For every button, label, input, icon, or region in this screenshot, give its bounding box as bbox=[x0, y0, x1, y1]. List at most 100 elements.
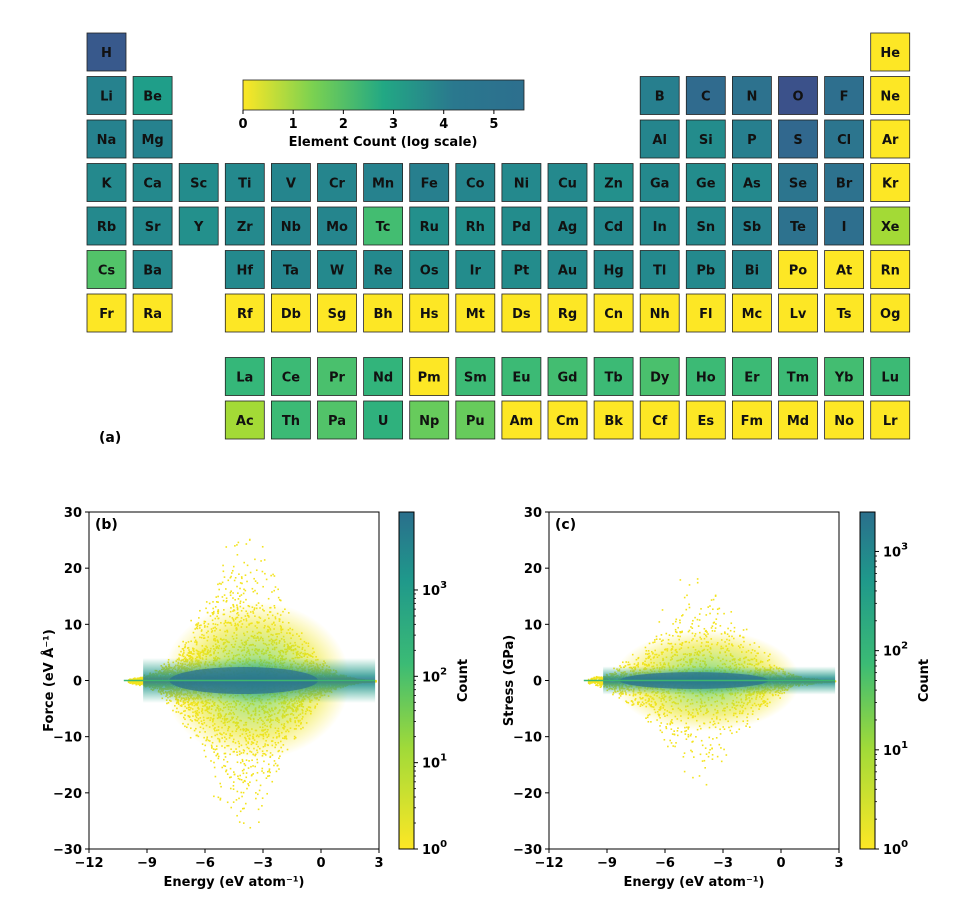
element-cell-I: I bbox=[824, 206, 864, 246]
element-tile bbox=[455, 206, 496, 246]
sparse-point bbox=[229, 767, 232, 770]
element-symbol: Pa bbox=[328, 414, 346, 429]
element-cell-Na: Na bbox=[86, 119, 127, 159]
element-symbol: Ca bbox=[143, 177, 161, 192]
element-symbol: K bbox=[101, 177, 112, 192]
element-cell-N: N bbox=[732, 76, 772, 115]
sparse-point bbox=[239, 582, 242, 584]
sparse-point bbox=[222, 599, 225, 602]
element-symbol: Tb bbox=[605, 371, 623, 386]
element-symbol: Cu bbox=[558, 177, 577, 192]
sparse-point bbox=[261, 805, 263, 807]
sparse-point bbox=[215, 601, 218, 603]
element-cell-Al: Al bbox=[639, 119, 680, 159]
sparse-point bbox=[217, 755, 220, 758]
sparse-point bbox=[225, 597, 228, 600]
element-tile bbox=[224, 206, 265, 246]
element-cell-Ga: Ga bbox=[639, 163, 680, 202]
element-symbol: Ts bbox=[837, 307, 852, 322]
element-symbol: Nh bbox=[650, 307, 670, 322]
element-symbol: Cs bbox=[98, 264, 116, 279]
element-cell-Te: Te bbox=[778, 206, 818, 246]
element-cell-Cd: Cd bbox=[593, 206, 634, 246]
element-tile bbox=[870, 119, 911, 159]
element-tile bbox=[224, 163, 265, 202]
element-tile bbox=[547, 293, 588, 333]
element-tile bbox=[409, 400, 450, 440]
element-tile bbox=[824, 400, 864, 440]
sparse-point bbox=[137, 683, 140, 686]
element-tile bbox=[455, 357, 496, 396]
element-tile bbox=[778, 293, 818, 333]
sparse-point bbox=[213, 795, 215, 798]
sparse-point bbox=[265, 578, 268, 581]
element-symbol: Y bbox=[193, 220, 204, 235]
sparse-point bbox=[266, 792, 268, 795]
element-symbol: He bbox=[880, 46, 900, 61]
sparse-point bbox=[205, 601, 208, 603]
sparse-point bbox=[225, 770, 227, 773]
element-symbol: Ho bbox=[696, 371, 716, 386]
element-tile bbox=[593, 400, 634, 440]
sparse-point bbox=[242, 772, 245, 775]
sparse-point bbox=[229, 576, 232, 579]
sparse-point bbox=[217, 595, 219, 598]
element-cell-O: O bbox=[778, 76, 818, 115]
element-symbol: H bbox=[101, 46, 112, 61]
element-symbol: Sn bbox=[696, 220, 715, 235]
element-cell-At: At bbox=[824, 250, 864, 289]
element-symbol: Am bbox=[510, 414, 534, 429]
sparse-point bbox=[198, 617, 200, 619]
sparse-point bbox=[232, 592, 234, 594]
element-cell-Ni: Ni bbox=[501, 163, 542, 202]
element-tile bbox=[639, 206, 680, 246]
element-tile bbox=[685, 357, 726, 396]
element-tile bbox=[224, 293, 265, 333]
element-symbol: Rn bbox=[881, 264, 900, 279]
element-symbol: Al bbox=[652, 133, 667, 148]
colorbar-tick-label: 4 bbox=[439, 117, 448, 132]
element-tile bbox=[778, 76, 818, 115]
sparse-point bbox=[225, 588, 227, 590]
sparse-point bbox=[261, 770, 263, 772]
element-cell-S: S bbox=[778, 119, 818, 159]
element-tile bbox=[639, 400, 680, 440]
element-symbol: Ni bbox=[514, 177, 529, 192]
element-cell-Rf: Rf bbox=[224, 293, 265, 333]
sparse-point bbox=[223, 758, 225, 761]
element-cell-Ge: Ge bbox=[685, 163, 726, 202]
element-symbol: Cr bbox=[329, 177, 346, 192]
element-tile bbox=[870, 32, 911, 72]
sparse-point bbox=[259, 784, 262, 787]
sparse-point bbox=[135, 683, 137, 686]
element-symbol: At bbox=[836, 264, 852, 279]
element-cell-Hf: Hf bbox=[224, 250, 265, 289]
element-cell-Eu: Eu bbox=[501, 357, 542, 396]
sparse-point bbox=[241, 582, 243, 585]
element-tile bbox=[778, 250, 818, 289]
element-cell-Ca: Ca bbox=[132, 163, 173, 202]
element-symbol: Au bbox=[558, 264, 577, 279]
sparse-point bbox=[261, 545, 264, 548]
sparse-point bbox=[275, 770, 278, 773]
element-tile bbox=[178, 206, 219, 246]
element-cell-Ce: Ce bbox=[270, 357, 311, 396]
sparse-point bbox=[257, 793, 259, 796]
element-tile bbox=[732, 76, 772, 115]
sparse-point bbox=[244, 802, 247, 805]
element-symbol: Be bbox=[143, 90, 162, 105]
element-tile bbox=[132, 119, 173, 159]
element-tile bbox=[639, 250, 680, 289]
element-cell-Fl: Fl bbox=[685, 293, 726, 333]
sparse-point bbox=[273, 589, 276, 592]
element-tile bbox=[317, 293, 357, 333]
sparse-point bbox=[253, 577, 255, 580]
element-cell-Tc: Tc bbox=[363, 206, 404, 246]
element-symbol: Zn bbox=[604, 177, 623, 192]
element-tile bbox=[639, 163, 680, 202]
element-cell-Cr: Cr bbox=[317, 163, 357, 202]
element-cell-P: P bbox=[732, 119, 772, 159]
element-symbol: Na bbox=[97, 133, 117, 148]
sparse-point bbox=[222, 564, 224, 567]
